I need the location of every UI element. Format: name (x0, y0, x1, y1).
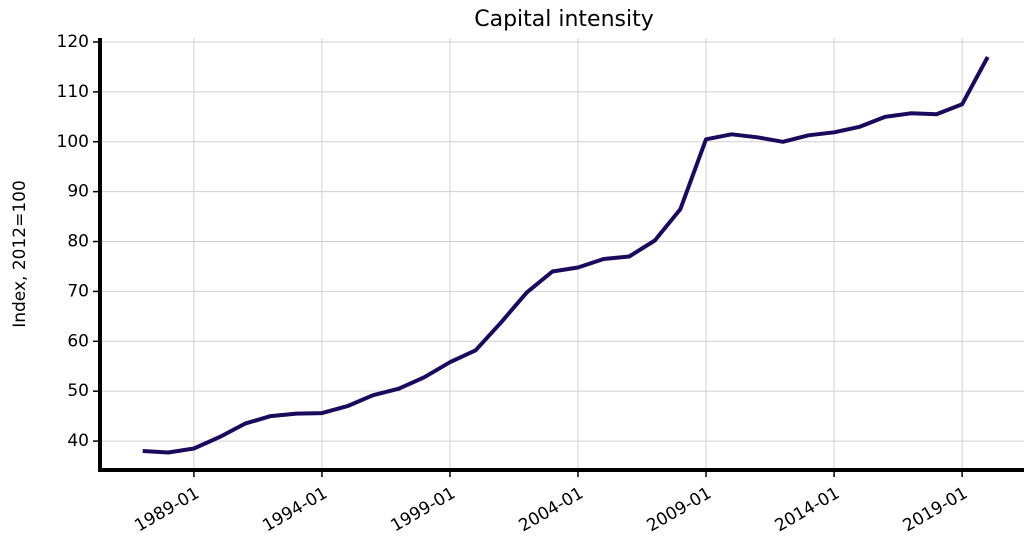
x-tick-label: 2009-01 (644, 483, 716, 536)
y-tick-label: 110 (57, 82, 89, 102)
y-tick-label: 100 (57, 132, 89, 152)
y-tick-label: 90 (67, 182, 89, 202)
x-tick-label: 1999-01 (387, 483, 459, 536)
y-tick-label: 120 (57, 32, 89, 52)
x-tick-label: 2019-01 (900, 483, 972, 536)
x-tick-label: 1989-01 (131, 483, 203, 536)
x-tick-label: 2004-01 (515, 483, 587, 536)
chart-title: Capital intensity (474, 7, 654, 32)
y-tick-label: 40 (67, 431, 89, 451)
y-tick-label: 70 (67, 281, 89, 301)
x-tick-label: 1994-01 (259, 483, 331, 536)
y-axis-label: Index, 2012=100 (10, 180, 30, 328)
y-tick-label: 50 (67, 381, 89, 401)
y-tick-label: 80 (67, 232, 89, 252)
x-tick-label: 2014-01 (772, 483, 844, 536)
y-tick-label: 60 (67, 331, 89, 351)
line (142, 56, 990, 455)
